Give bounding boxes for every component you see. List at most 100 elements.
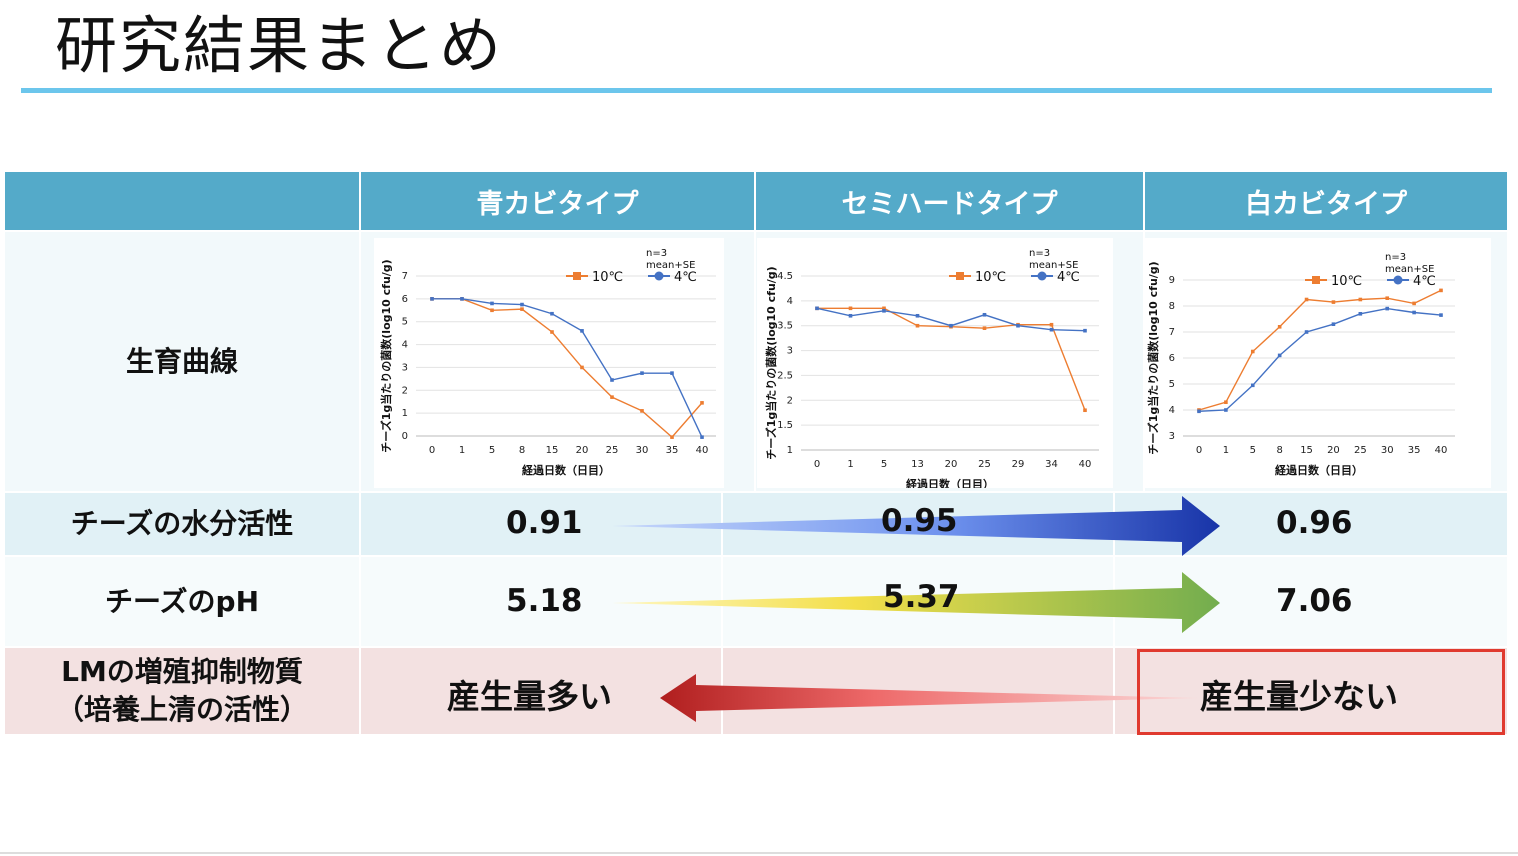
data-point	[982, 312, 987, 317]
highlight-box	[1137, 649, 1505, 735]
y-tick-label: 6	[1169, 353, 1175, 364]
data-point	[949, 323, 953, 328]
x-tick-label: 1	[1223, 445, 1229, 456]
chart-blue-mold: 0 1 2 3 4 5 6 7 0 1 5 8 15 20 25 30 35 40 経過日数（日目） チーズ1g当たり…	[374, 238, 724, 488]
row-label-ph: チーズのpH	[5, 557, 359, 646]
y-tick-label: 0	[402, 431, 408, 442]
y-tick-label: 7	[402, 271, 408, 282]
y-tick-label: 4	[402, 340, 408, 351]
data-point	[848, 306, 853, 311]
y-tick-label: 3	[1169, 431, 1175, 442]
ph-value-blue: 5.18	[506, 583, 583, 619]
header-empty-cell	[5, 172, 359, 230]
data-point	[1224, 400, 1228, 404]
x-tick-label: 8	[1276, 445, 1282, 456]
chart-semi-hard-svg: 1 1.5 2 2.5 3 3.5 4 4.5 0 1 5 13 20 25 29 34 40 経過日数（日目） チ…	[764, 248, 1099, 488]
data-point	[520, 307, 524, 311]
x-tick-label: 20	[945, 459, 958, 470]
data-point	[700, 435, 704, 439]
ph-cell-1	[361, 557, 721, 646]
lm-value-blue: 産生量多い	[447, 677, 612, 716]
aw-cell-1	[361, 493, 721, 555]
aw-value-white: 0.96	[1276, 505, 1353, 541]
x-tick-label: 0	[1196, 445, 1202, 456]
series-line	[1198, 289, 1442, 411]
x-tick-label: 25	[606, 445, 619, 456]
chart-white-mold: 3 4 5 6 7 8 9 0 1 5 8 15 20 25 30 35 40 経過日数（日目） チーズ1g当たりの…	[1143, 238, 1491, 488]
legend-marker	[573, 272, 581, 280]
y-tick-label: 2	[402, 385, 408, 396]
y-tick-label: 5	[402, 317, 408, 328]
data-point	[882, 309, 886, 313]
legend-marker	[1393, 275, 1403, 285]
x-tick-label: 5	[1250, 445, 1256, 456]
header-blue-mold: 青カビタイプ	[361, 172, 754, 230]
y-tick-label: 2.5	[777, 370, 793, 381]
title-underline	[21, 88, 1492, 93]
data-point	[1331, 322, 1336, 326]
lm-value-white: 産生量少ない	[1200, 677, 1398, 716]
x-tick-label: 30	[1381, 445, 1394, 456]
row-label-lm-line2: （培養上清の活性）	[55, 693, 308, 726]
data-point	[1439, 288, 1443, 293]
row-label-lm: LMの増殖抑制物質 （培養上清の活性）	[5, 648, 359, 734]
x-tick-label: 20	[1327, 445, 1340, 456]
data-point	[1016, 323, 1020, 328]
legend-label: 10℃	[592, 270, 623, 285]
x-axis-label: 経過日数（日目）	[906, 477, 994, 488]
chart-note-mean-se: mean+SE	[1385, 264, 1434, 275]
y-tick-label: 6	[402, 294, 408, 305]
x-tick-label: 1	[847, 459, 853, 470]
data-point	[1049, 327, 1054, 332]
y-tick-label: 4	[787, 296, 793, 307]
data-point	[1197, 409, 1201, 414]
data-point	[700, 401, 704, 405]
x-tick-label: 13	[911, 459, 924, 470]
y-tick-label: 2	[787, 395, 793, 406]
y-tick-label: 1	[402, 408, 408, 419]
data-point	[915, 313, 920, 318]
y-tick-label: 3	[402, 362, 408, 373]
x-tick-label: 0	[814, 459, 820, 470]
data-point	[1250, 383, 1255, 388]
data-point	[550, 330, 554, 334]
y-tick-label: 5	[1169, 379, 1175, 390]
x-tick-label: 30	[636, 445, 649, 456]
y-tick-label: 9	[1169, 275, 1175, 286]
y-tick-label: 1	[787, 445, 793, 456]
x-tick-label: 40	[1079, 459, 1092, 470]
data-point	[430, 297, 434, 301]
lm-cell-1	[361, 648, 721, 734]
data-point	[550, 311, 554, 316]
x-tick-label: 1	[459, 445, 465, 456]
data-point	[1277, 353, 1282, 358]
x-tick-label: 40	[1435, 445, 1448, 456]
y-tick-label: 1.5	[777, 420, 793, 431]
series-line	[432, 298, 703, 438]
data-point	[1083, 408, 1087, 413]
x-axis-label: 経過日数（日目）	[522, 463, 610, 477]
legend-label: 4℃	[1057, 270, 1080, 285]
data-point	[520, 302, 524, 307]
x-tick-label: 8	[519, 445, 525, 456]
data-point	[1331, 300, 1336, 304]
header-white-mold: 白カビタイプ	[1145, 172, 1507, 230]
aw-value-semi: 0.95	[881, 503, 958, 539]
y-tick-label: 3	[787, 346, 793, 357]
data-point	[670, 371, 674, 375]
data-point	[815, 306, 819, 311]
legend-label: 4℃	[1413, 274, 1436, 289]
data-point	[1224, 408, 1228, 412]
data-point	[915, 323, 920, 328]
data-point	[1412, 301, 1416, 306]
x-tick-label: 0	[429, 445, 435, 456]
row-label-water-activity: チーズの水分活性	[5, 493, 359, 555]
data-point	[1385, 296, 1390, 300]
legend-marker	[1037, 271, 1047, 281]
legend-marker	[1312, 276, 1320, 284]
y-axis-label: チーズ1g当たりの菌数(log10 cfu/g)	[379, 259, 393, 452]
header-semi-hard: セミハードタイプ	[756, 172, 1143, 230]
row-label-growth: 生育曲線	[5, 232, 359, 491]
x-tick-label: 20	[576, 445, 589, 456]
ph-arrow-icon	[612, 572, 1220, 633]
